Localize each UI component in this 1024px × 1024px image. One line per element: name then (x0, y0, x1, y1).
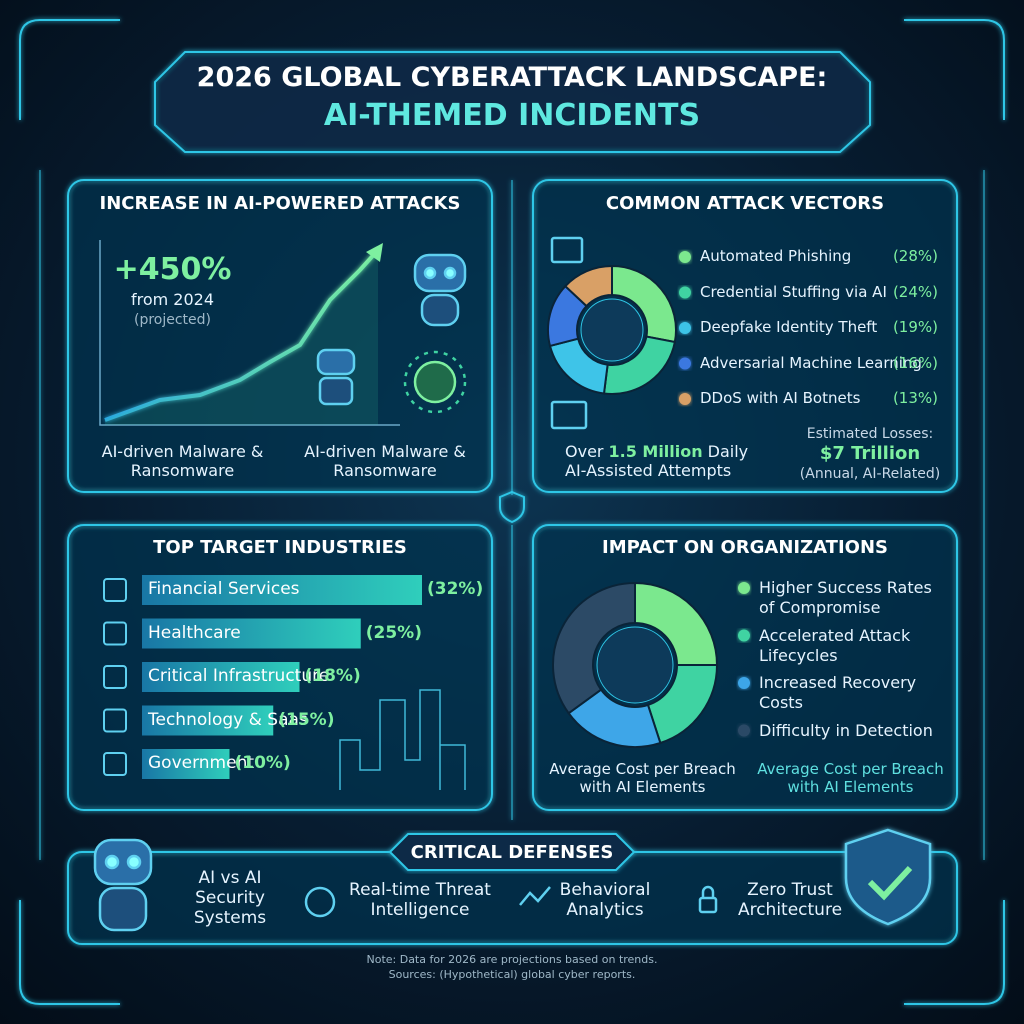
value-label: (18%) (304, 666, 361, 686)
note: Note: Data for 2026 are projections base… (366, 953, 658, 966)
legend-dot (738, 582, 750, 594)
legend-label: Increased Recovery Costs (759, 673, 917, 712)
panel-title: TOP TARGET INDUSTRIES (153, 537, 407, 558)
losses-label: Estimated Losses: (806, 426, 934, 442)
defense: Zero Trust Architecture (737, 880, 843, 920)
donut-center (596, 626, 674, 704)
text: Over (565, 442, 604, 461)
text: AI-Assisted Attempts (565, 461, 732, 480)
industry-icon (103, 708, 127, 733)
decor (19, 19, 1005, 1005)
bar (142, 705, 274, 736)
bullet: AI-driven Malware & Ransomware (101, 442, 264, 480)
value-label: (15%) (278, 709, 335, 730)
legend-label: Credential Stuffing via AI (700, 282, 887, 301)
legend-label: DDoS with AI Botnets (700, 389, 861, 407)
legend-label: Difficulty in Detection (759, 720, 933, 740)
donut-center (580, 298, 644, 362)
legend-dot (679, 251, 691, 263)
legend-label: Automated Phishing (700, 247, 852, 265)
legend-label: Higher Success Rates of Compromise (759, 578, 932, 617)
value-label: (24%) (892, 282, 938, 301)
bar (142, 749, 230, 779)
value-label: (28%) (892, 247, 938, 265)
value-label: (32%) (427, 579, 484, 599)
bar (142, 662, 300, 692)
panel (532, 179, 958, 493)
subtitle: AI-THEMED INCIDENTS (323, 98, 701, 133)
growth-basis: from 2024 (130, 290, 215, 309)
text: Daily (707, 442, 749, 461)
growth-qualifier: (projected) (133, 312, 211, 328)
panel-title: COMMON ATTACK VECTORS (605, 193, 885, 214)
defense: Real-time Threat Intelligence (349, 880, 491, 920)
robot-icons (93, 236, 932, 932)
legend-dot (679, 322, 691, 334)
donut-segment (634, 581, 719, 666)
losses-note: (Annual, AI-Related) (799, 466, 941, 482)
legend-dot (679, 393, 691, 405)
legend-label: Adversarial Machine Learning (700, 353, 922, 372)
bullet: AI-driven Malware & Ransomware (304, 442, 466, 480)
value-label: (10%) (234, 753, 291, 773)
defense: Behavioral Analytics (559, 880, 651, 920)
panel (67, 179, 493, 493)
panel-title: INCREASE IN AI-POWERED ATTACKS (99, 193, 461, 214)
bar-label: Critical Infrastructure (148, 666, 330, 686)
legend-dot (738, 629, 750, 642)
donut-segment (563, 264, 613, 308)
industry-icon (103, 665, 127, 689)
bar-label: Healthcare (148, 622, 241, 643)
bar (142, 575, 422, 605)
growth-figure: +450% (113, 252, 232, 287)
trend-illustration (99, 240, 400, 426)
value-label: (13%) (892, 389, 938, 407)
value-label: (25%) (365, 622, 422, 643)
bar (142, 618, 361, 649)
industry-icon (103, 752, 127, 776)
bar-label: Technology & Saas (148, 709, 308, 730)
donut-segment (552, 581, 636, 715)
defense: AI vs AI Security Systems (193, 868, 267, 928)
defenses-title: CRITICAL DEFENSES (410, 842, 614, 863)
bar-label: Government (148, 753, 255, 773)
title: 2026 GLOBAL CYBERATTACK LANDSCAPE: (196, 62, 828, 93)
legend-dot (679, 357, 691, 370)
industry-icon (103, 621, 127, 646)
legend-dot (679, 286, 691, 299)
losses-value: $7 Trillion (819, 443, 921, 464)
highlight: 1.5 Million (608, 442, 703, 461)
industry-icon (103, 578, 127, 602)
legend-dot (738, 724, 750, 737)
value-label: (19%) (892, 318, 938, 336)
impact-note: Average Cost per Breach with AI Elements (757, 760, 944, 796)
legend-label: Deepfake Identity Theft (700, 318, 878, 336)
note: Sources: (Hypothetical) global cyber rep… (388, 968, 636, 981)
banner (388, 833, 636, 871)
impact-note: Average Cost per Breach with AI Elements (549, 760, 736, 796)
bar-label: Financial Services (148, 579, 300, 599)
attempts: Over 1.5 Million Daily AI-Assisted Attempts (565, 442, 775, 480)
value-label: (16%) (892, 353, 938, 372)
panel-title: IMPACT ON ORGANIZATIONS (602, 537, 888, 558)
legend-label: Accelerated Attack Lifecycles (759, 625, 911, 665)
legend-dot (738, 677, 750, 689)
